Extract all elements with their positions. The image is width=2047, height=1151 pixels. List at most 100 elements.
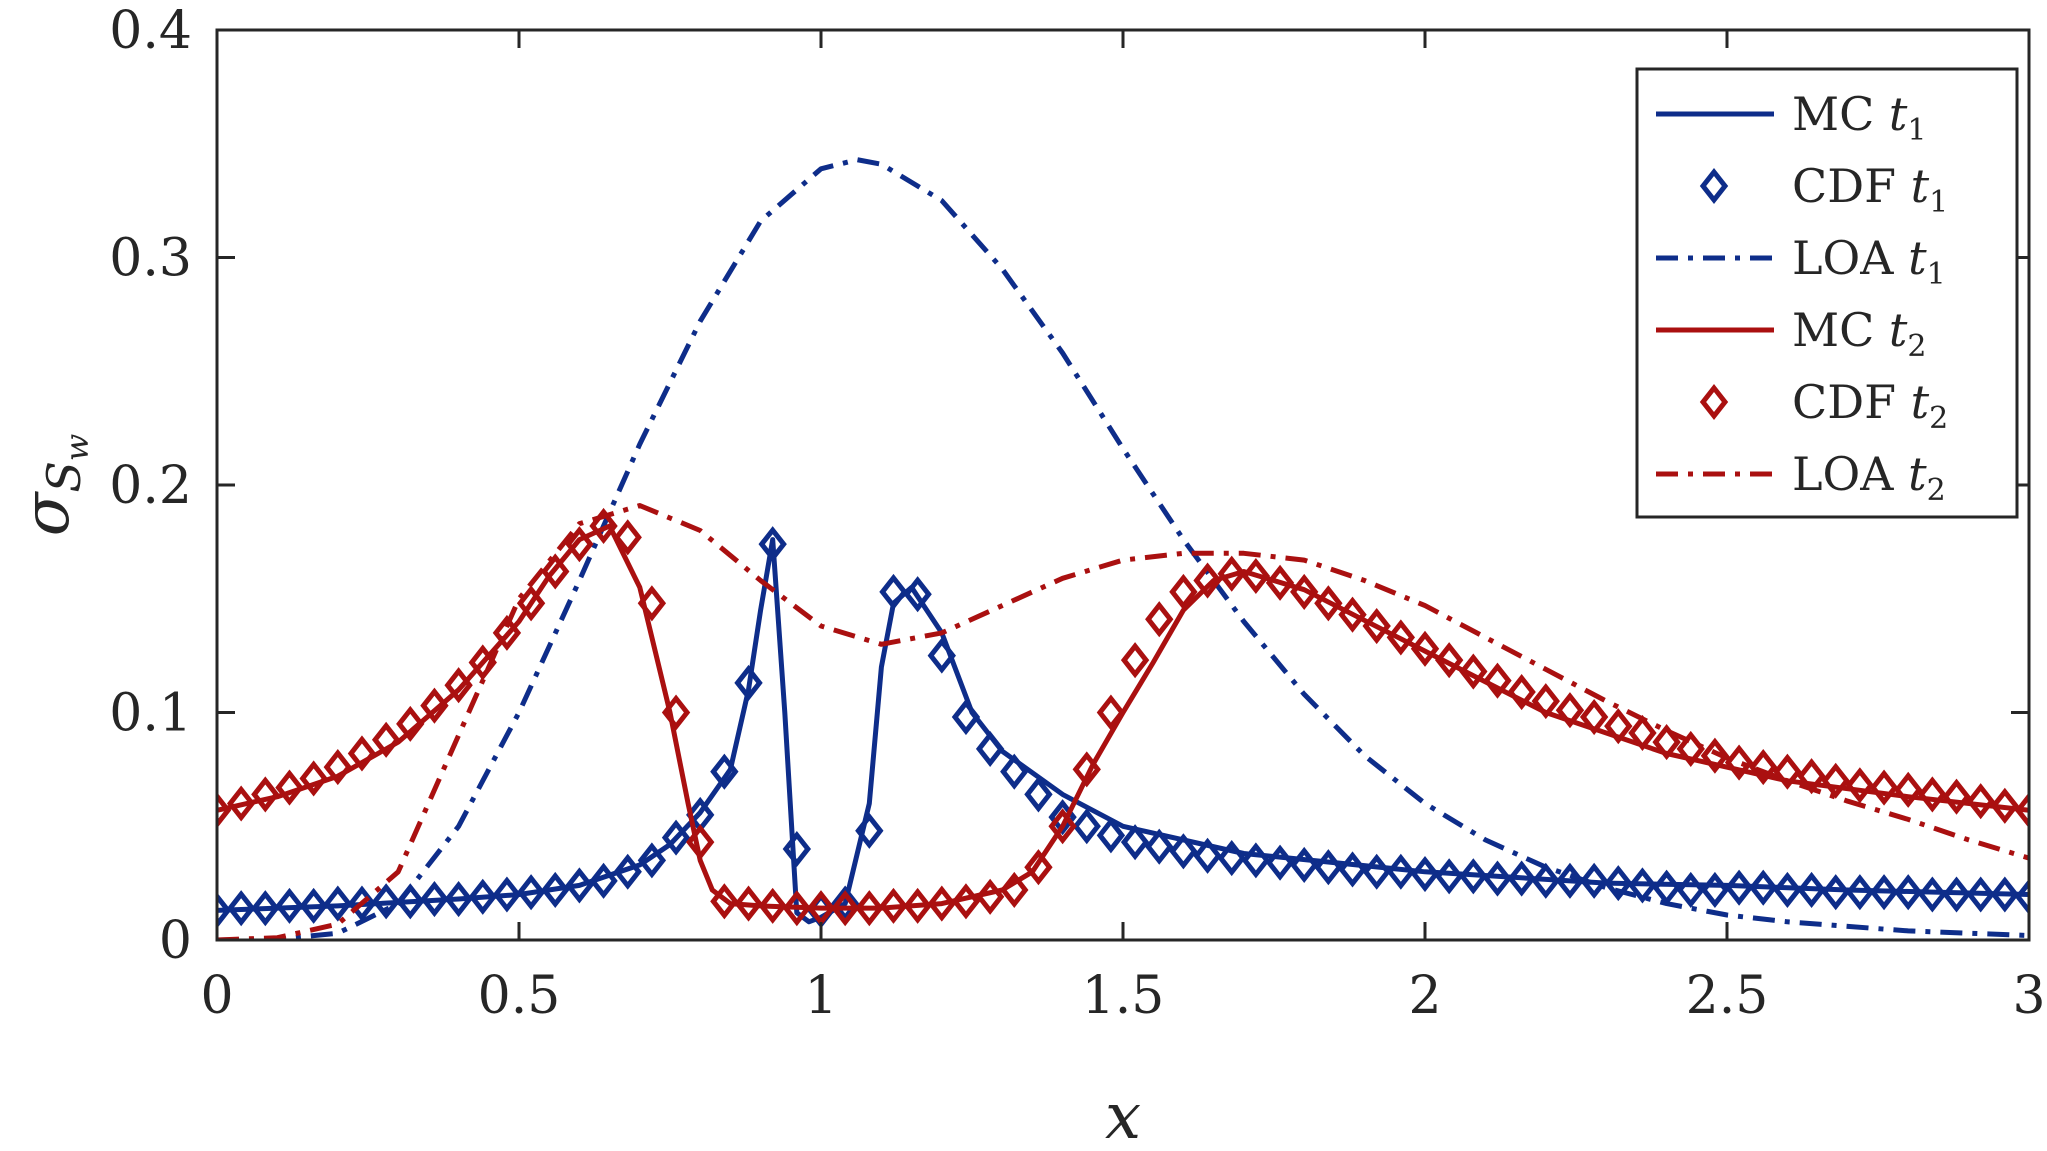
data-point <box>541 553 570 590</box>
data-point <box>613 853 642 890</box>
data-point <box>758 887 787 924</box>
data-point <box>1966 876 1995 913</box>
data-point <box>1314 849 1343 886</box>
data-point <box>710 753 739 790</box>
data-point <box>1120 642 1150 679</box>
legend-label: CDF t2 <box>1792 375 1948 436</box>
data-point <box>396 705 425 742</box>
data-point <box>1918 876 1947 913</box>
x-tick-label: 0.5 <box>478 966 561 1026</box>
data-point <box>1942 778 1971 815</box>
y-tick-label: 0 <box>159 911 192 971</box>
data-point <box>830 885 860 922</box>
legend-label: LOA t2 <box>1792 447 1946 508</box>
data-point <box>1579 699 1609 736</box>
series-cdf-t2 <box>217 507 2029 927</box>
data-point <box>1386 853 1416 890</box>
data-point <box>1676 871 1705 908</box>
data-point <box>323 749 352 786</box>
data-point <box>975 730 1005 767</box>
data-point <box>830 890 860 927</box>
data-point <box>1579 862 1609 899</box>
legend-box <box>1635 67 2019 519</box>
series-cdf-t1 <box>217 526 2029 929</box>
data-point <box>1966 783 1995 820</box>
data-point <box>589 507 618 544</box>
data-point <box>492 876 522 913</box>
data-point <box>1990 876 2020 913</box>
data-point <box>855 812 884 849</box>
data-point <box>1459 858 1488 895</box>
data-point <box>1507 673 1536 711</box>
data-point <box>1628 867 1657 904</box>
data-point <box>2014 878 2029 915</box>
data-point <box>1072 808 1101 845</box>
data-point <box>1990 787 2020 824</box>
data-point <box>1241 557 1271 595</box>
data-point <box>734 885 763 922</box>
data-point <box>1749 869 1778 906</box>
data-point <box>1483 860 1512 897</box>
data-point <box>371 721 401 758</box>
series-line <box>217 157 2029 940</box>
legend-entry: MC t2 <box>1656 303 1927 364</box>
data-point <box>347 735 377 772</box>
data-point <box>927 637 956 674</box>
data-point <box>686 824 715 861</box>
series-loa-t1 <box>217 157 2029 940</box>
data-point <box>1362 608 1391 645</box>
data-point <box>1290 573 1319 610</box>
legend-marker <box>1699 167 1729 205</box>
data-point <box>1555 692 1585 729</box>
legend-entry: LOA t1 <box>1656 231 1946 292</box>
data-point <box>1459 653 1488 690</box>
data-point <box>1604 865 1633 902</box>
data-point <box>1918 776 1947 813</box>
data-point <box>1024 776 1053 813</box>
data-point <box>1845 874 1875 911</box>
data-point <box>1410 855 1440 893</box>
data-point <box>1338 596 1367 633</box>
data-point <box>323 885 352 922</box>
data-point <box>299 887 328 924</box>
data-point <box>1338 851 1367 888</box>
data-point <box>1773 753 1802 790</box>
data-point <box>1869 769 1899 806</box>
data-point <box>420 881 449 918</box>
data-point <box>951 699 981 736</box>
data-point <box>710 883 739 920</box>
legend-entry: CDF t2 <box>1699 375 1948 436</box>
data-point <box>1507 860 1536 897</box>
data-point <box>1000 753 1029 790</box>
legend-label: CDF t1 <box>1792 159 1948 220</box>
data-point <box>927 885 956 922</box>
data-point <box>1314 585 1343 622</box>
data-point <box>2014 792 2029 829</box>
data-point <box>1700 737 1730 774</box>
data-point <box>217 792 232 829</box>
series-layer <box>217 157 2029 940</box>
data-point <box>251 890 280 927</box>
data-point <box>1531 683 1560 720</box>
data-point <box>1869 874 1899 911</box>
data-point <box>541 871 570 908</box>
data-point <box>299 760 328 797</box>
y-axis-subsub: w <box>58 434 96 461</box>
data-point <box>734 664 763 701</box>
data-point <box>1386 619 1416 656</box>
data-point <box>1024 849 1053 886</box>
data-point <box>1652 724 1681 761</box>
data-point <box>1120 824 1150 861</box>
legend-label: LOA t1 <box>1792 231 1946 292</box>
data-point <box>1894 771 1923 808</box>
data-point <box>565 526 594 563</box>
legend-label: MC t2 <box>1792 303 1927 364</box>
data-point <box>1434 642 1464 679</box>
data-point <box>444 881 473 918</box>
legend-entry: MC t1 <box>1656 87 1927 148</box>
data-point <box>1700 871 1730 908</box>
data-point <box>1797 871 1826 908</box>
data-point <box>1048 808 1077 845</box>
data-point <box>661 694 691 731</box>
